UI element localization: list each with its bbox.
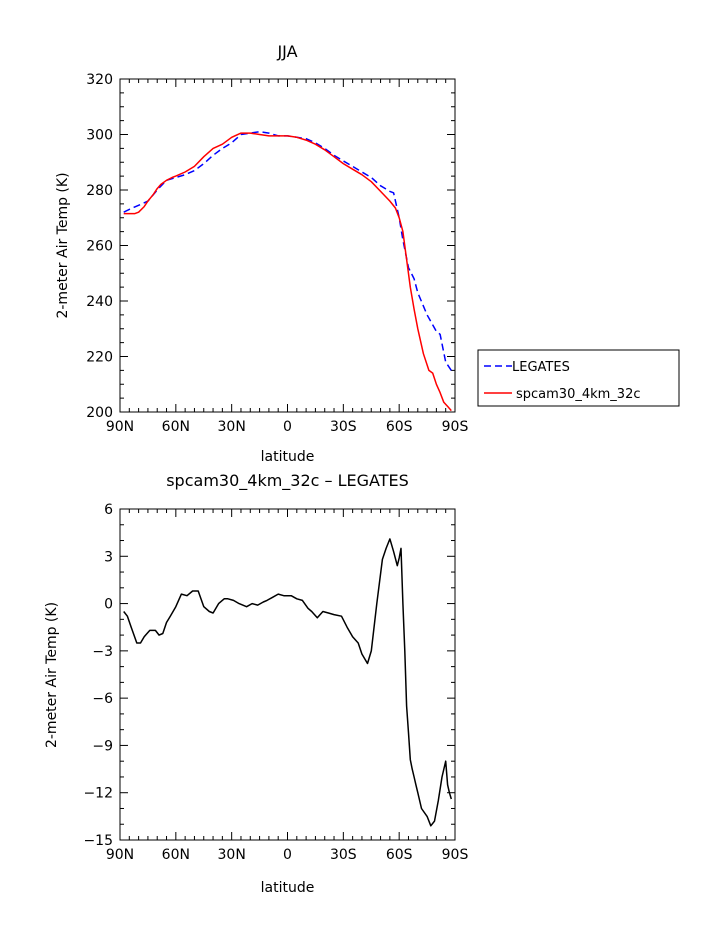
legend-label-spcam: spcam30_4km_32c — [516, 387, 641, 402]
top-x-tick-label: 30N — [218, 419, 246, 435]
bottom-x-tick-label: 60N — [162, 847, 190, 863]
top-y-tick-label: 200 — [86, 405, 113, 421]
top-y-tick-label: 300 — [86, 128, 113, 144]
bottom-y-tick-label: 0 — [104, 597, 113, 613]
top-x-axis-label: latitude — [261, 449, 315, 465]
top-x-tick-label: 30S — [330, 419, 357, 435]
top-y-tick-label: 260 — [86, 239, 113, 255]
top-y-tick-label: 280 — [86, 183, 113, 199]
bottom-axis-ticks — [119, 508, 456, 841]
bottom-plot-title: spcam30_4km_32c – LEGATES — [166, 471, 409, 491]
bottom-y-tick-label: −6 — [92, 691, 113, 707]
legend-label-legates: LEGATES — [512, 360, 570, 375]
bottom-y-tick-label: 3 — [104, 549, 113, 565]
bottom-x-tick-label: 30S — [330, 847, 357, 863]
bottom-y-tick-label: −15 — [83, 833, 113, 849]
bottom-series-lines — [123, 538, 453, 827]
legend-box — [477, 349, 680, 407]
bottom-x-tick-label: 60S — [386, 847, 413, 863]
legend: LEGATES spcam30_4km_32c — [477, 349, 680, 407]
top-y-tick-label: 320 — [86, 72, 113, 88]
top-plot-title: JJA — [276, 42, 297, 61]
bottom-plot-frame — [119, 508, 456, 841]
bottom-x-tick-label: 30N — [218, 847, 246, 863]
top-plot-frame — [119, 78, 456, 413]
top-x-tick-label: 60S — [386, 419, 413, 435]
bottom-y-tick-label: −3 — [92, 644, 113, 660]
top-x-tick-label: 0 — [283, 419, 292, 435]
bottom-y-tick-label: −12 — [83, 786, 113, 802]
bottom-y-tick-label: 6 — [104, 502, 113, 518]
bottom-x-axis-label: latitude — [261, 880, 315, 896]
bottom-tick-labels: 90N 60N 30N 0 30S 60S 90S −15 −12 −9 −6 −3 0 3 6 — [83, 502, 468, 863]
bottom-y-tick-label: −9 — [92, 738, 113, 754]
top-y-axis-label: 2-meter Air Temp (K) — [55, 172, 71, 318]
spcam30-4km-32c-series-line — [123, 132, 452, 412]
difference-series-line — [123, 538, 453, 827]
top-temperature-plot: JJA 2-meter Air Temp (K) latitude 90N 60N… — [55, 42, 680, 465]
top-x-tick-label: 90N — [106, 419, 134, 435]
bottom-y-axis-label: 2-meter Air Temp (K) — [44, 602, 60, 748]
top-x-tick-label: 60N — [162, 419, 190, 435]
bottom-difference-plot: spcam30_4km_32c – LEGATES 2-meter Air Te… — [44, 471, 468, 896]
top-y-tick-label: 220 — [86, 350, 113, 366]
bottom-x-tick-label: 0 — [283, 847, 292, 863]
bottom-x-tick-label: 90N — [106, 847, 134, 863]
top-x-tick-label: 90S — [442, 419, 469, 435]
top-y-tick-label: 240 — [86, 294, 113, 310]
legates-series-line — [123, 130, 452, 371]
bottom-x-tick-label: 90S — [442, 847, 469, 863]
top-series-lines — [123, 130, 452, 412]
top-tick-labels: 90N 60N 30N 0 30S 60S 90S 200 220 240 260 280 300 320 — [86, 72, 468, 435]
